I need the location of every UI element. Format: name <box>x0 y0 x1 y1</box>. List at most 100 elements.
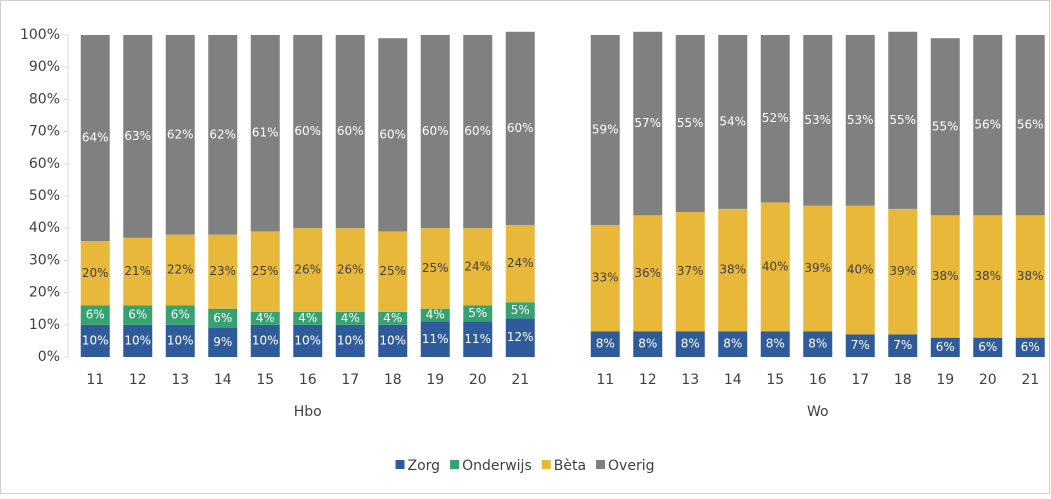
data-label: 38% <box>719 263 746 277</box>
bar-segment <box>123 324 153 357</box>
bar-segment <box>208 328 238 357</box>
y-tick-label: 20% <box>29 285 60 301</box>
bar-segment <box>590 35 620 225</box>
bar-segment <box>505 302 535 319</box>
bar-segment <box>293 228 323 312</box>
data-label: 8% <box>723 337 742 351</box>
data-label: 20% <box>82 266 109 280</box>
data-label: 60% <box>337 124 364 138</box>
x-tick-label: 20 <box>979 372 997 388</box>
bar-segment <box>760 202 790 332</box>
bar-segment <box>505 31 535 225</box>
bar-segment <box>590 331 620 357</box>
legend-label: Bèta <box>554 458 586 474</box>
data-label: 25% <box>252 264 279 278</box>
data-label: 6% <box>978 340 997 354</box>
data-label: 39% <box>889 264 916 278</box>
y-tick-label: 80% <box>29 91 60 107</box>
data-label: 5% <box>468 306 487 320</box>
data-label: 8% <box>638 337 657 351</box>
bar-segment <box>123 237 153 306</box>
bar-segment <box>208 35 238 235</box>
bar-segment <box>760 35 790 203</box>
x-tick-label: 13 <box>171 372 189 388</box>
x-tick-label: 20 <box>469 372 487 388</box>
bar-segment <box>250 231 280 312</box>
bar-segment <box>123 35 153 238</box>
bar-segment <box>80 324 110 357</box>
data-label: 9% <box>213 335 232 349</box>
x-tick-label: 12 <box>129 372 147 388</box>
data-label: 10% <box>294 333 321 347</box>
y-tick-label: 60% <box>29 156 60 172</box>
bar-segment <box>845 334 875 357</box>
data-label: 63% <box>124 129 151 143</box>
y-tick-label: 40% <box>29 220 60 236</box>
bar-segment <box>293 35 323 229</box>
bar-segment <box>293 324 323 357</box>
data-label: 10% <box>379 333 406 347</box>
data-label: 40% <box>847 263 874 277</box>
data-label: 12% <box>507 330 534 344</box>
data-label: 4% <box>426 308 445 322</box>
data-label: 55% <box>889 113 916 127</box>
bar-segment <box>335 311 365 325</box>
y-tick-label: 50% <box>29 188 60 204</box>
bar-segment <box>165 35 195 235</box>
data-label: 59% <box>592 122 619 136</box>
data-label: 4% <box>383 311 402 325</box>
bar-segment <box>463 35 493 229</box>
bar-segment <box>1015 215 1045 338</box>
bar-segment <box>973 215 1003 338</box>
data-label: 10% <box>252 333 279 347</box>
data-label: 64% <box>82 131 109 145</box>
x-tick-label: 18 <box>894 372 912 388</box>
bar-segment <box>888 208 918 335</box>
y-tick-label: 70% <box>29 124 60 140</box>
bar-segment <box>930 337 960 357</box>
legend: Zorg Onderwijs Bèta Overig <box>395 458 654 474</box>
bar-segment <box>675 212 705 332</box>
group-label: Wo <box>807 404 829 420</box>
bar-segment <box>378 324 408 357</box>
bar-segment <box>420 35 450 229</box>
bar-segment <box>930 215 960 338</box>
data-label: 38% <box>932 269 959 283</box>
bar-segment <box>930 38 960 216</box>
data-label: 56% <box>1017 118 1044 132</box>
bar-segment <box>463 305 493 322</box>
bar-segment <box>1015 35 1045 216</box>
data-label: 54% <box>719 114 746 128</box>
data-label: 10% <box>167 333 194 347</box>
bar-segment <box>803 331 833 357</box>
data-label: 23% <box>209 264 236 278</box>
x-tick-label: 21 <box>1021 372 1039 388</box>
data-label: 6% <box>936 340 955 354</box>
bar-segment <box>718 331 748 357</box>
data-label: 60% <box>422 124 449 138</box>
bar-segment <box>250 324 280 357</box>
data-label: 6% <box>86 308 105 322</box>
bar-segment <box>420 321 450 357</box>
data-label: 6% <box>171 308 190 322</box>
bar-segment <box>888 334 918 357</box>
data-label: 26% <box>337 263 364 277</box>
data-label: 8% <box>766 337 785 351</box>
data-label: 60% <box>507 121 534 135</box>
x-tick-label: 14 <box>214 372 232 388</box>
data-label: 52% <box>762 111 789 125</box>
data-label: 10% <box>82 333 109 347</box>
legend-label: Onderwijs <box>462 458 532 474</box>
y-tick-label: 30% <box>29 252 60 268</box>
x-tick-label: 15 <box>256 372 274 388</box>
data-label: 7% <box>893 338 912 352</box>
data-label: 8% <box>808 337 827 351</box>
bar-segment <box>378 231 408 312</box>
x-tick-label: 19 <box>426 372 444 388</box>
bar-segment <box>803 205 833 332</box>
data-label: 53% <box>804 113 831 127</box>
y-tick-label: 100% <box>20 27 60 43</box>
bar-segment <box>378 311 408 325</box>
legend-swatch <box>596 460 606 469</box>
bar-segment <box>208 308 238 329</box>
